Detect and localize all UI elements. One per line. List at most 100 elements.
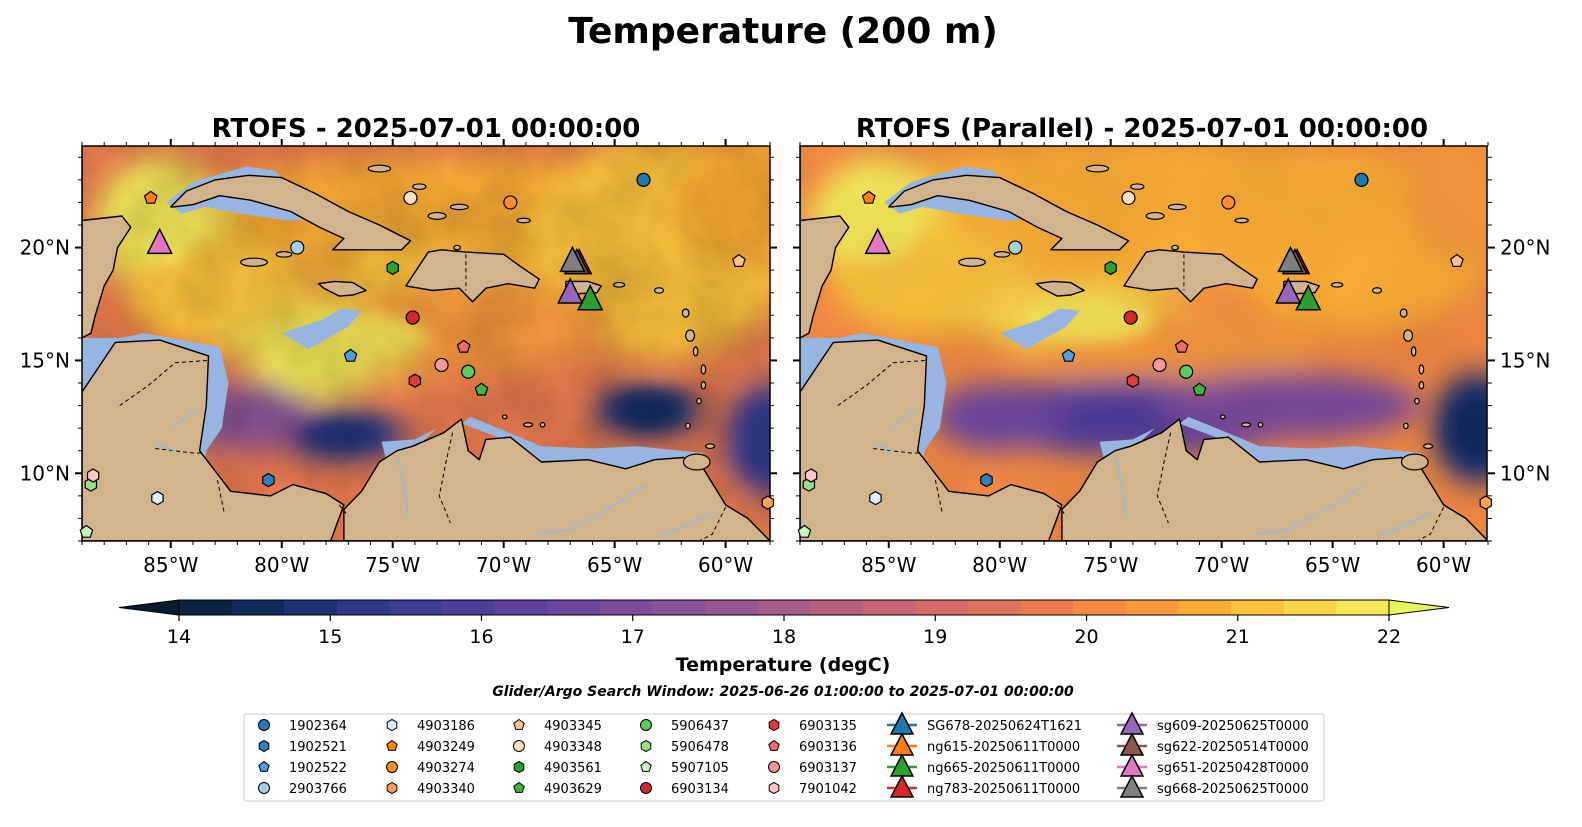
colorbar-segment — [862, 600, 917, 615]
legend: 1902364 1902521 1902522 2903766 4903186 49032… — [243, 711, 1325, 802]
lon-tick-label: 75°W — [1083, 553, 1138, 577]
legend-label: 4903345 — [544, 719, 602, 734]
legend-label: 6903136 — [799, 740, 857, 755]
colorbar-tick-label: 16 — [469, 626, 493, 648]
colorbar-tick-label: 14 — [167, 626, 191, 648]
legend-marker-4903186 — [386, 718, 398, 732]
colorbar-segment — [547, 600, 601, 615]
legend-label: 1902522 — [289, 761, 347, 776]
lon-tick-label: 65°W — [587, 553, 642, 577]
platform-marker-5906437 — [461, 364, 476, 379]
legend-marker-1902364 — [258, 719, 270, 731]
colorbar-tick-label: 20 — [1074, 626, 1098, 648]
platform-marker-4903629 — [1192, 382, 1207, 396]
colorbar-segment — [1073, 600, 1127, 615]
legend-label: 1902521 — [289, 740, 347, 755]
colorbar-segment — [336, 600, 391, 615]
platform-marker-4903249 — [861, 190, 876, 204]
platform-marker-4903348 — [1121, 190, 1136, 206]
platform-marker-1902364 — [1354, 172, 1369, 187]
axis-ticks: 85°W 80°W 75°W 70°W 65°W 60°W 20°N 15°N 10°N — [793, 139, 1550, 577]
platform-marker-6903135 — [408, 373, 422, 388]
platform-marker-1902522 — [1061, 348, 1076, 362]
legend-marker-2903766 — [258, 782, 270, 794]
platform-marker-4903561 — [1104, 260, 1117, 276]
platform-markers — [79, 172, 775, 538]
suptitle: Temperature (200 m) — [568, 11, 998, 52]
platform-marker-4903345 — [1449, 253, 1464, 267]
lat-tick-label: 10°N — [20, 461, 70, 485]
colorbar-segment — [1283, 600, 1337, 615]
legend-glider-ng783-20250611T0000 — [889, 774, 915, 798]
colorbar-segment — [705, 600, 759, 615]
colorbar-tick-label: 19 — [923, 626, 947, 648]
colorbar-segment — [599, 600, 654, 615]
legend-label: SG678-20250624T1621 — [927, 719, 1082, 734]
lon-tick-label: 60°W — [1416, 553, 1471, 577]
colorbar-segment — [284, 600, 338, 615]
glider-marker-ng665-20250611T0000 — [1295, 284, 1322, 311]
land-layer — [82, 146, 770, 541]
colorbar-segment — [757, 600, 811, 615]
legend-marker-1902522 — [258, 760, 270, 772]
legend-label: ng665-20250611T0000 — [927, 761, 1080, 776]
platform-marker-5907105 — [797, 524, 812, 538]
legend-label: sg622-20250514T0000 — [1157, 740, 1309, 755]
map-frame — [81, 145, 771, 542]
legend-frame — [243, 713, 1325, 802]
platform-marker-1902522 — [343, 348, 358, 362]
platform-marker-6903137 — [1152, 357, 1167, 373]
lon-tick-label: 85°W — [143, 553, 198, 577]
lon-tick-label: 70°W — [1194, 553, 1249, 577]
legend-marker-6903134 — [640, 782, 652, 794]
colorbar-tick-label: 22 — [1377, 626, 1401, 648]
lon-tick-label: 80°W — [254, 553, 309, 577]
platform-marker-4903629 — [474, 382, 489, 396]
legend-label: 4903274 — [417, 761, 475, 776]
legend-label: 7901042 — [799, 782, 857, 797]
platform-marker-5907105 — [79, 524, 94, 538]
platform-marker-7901042 — [804, 468, 818, 483]
platform-marker-5906437 — [1179, 364, 1194, 379]
colorbar-segment — [231, 600, 285, 615]
colorbar-segment — [389, 600, 443, 615]
legend-marker-4903249 — [386, 739, 398, 751]
legend-marker-4903561 — [513, 760, 525, 774]
colorbar-segment — [1178, 600, 1232, 615]
lon-tick-label: 60°W — [698, 553, 753, 577]
colorbar-segment — [1020, 600, 1074, 615]
legend-label: 6903134 — [671, 782, 729, 797]
legend-marker-6903136 — [768, 739, 780, 751]
colorbar-tick-label: 21 — [1226, 626, 1250, 648]
legend-marker-6903137 — [768, 761, 780, 773]
glider-marker-sg651-20250428T0000 — [146, 227, 173, 255]
legend-label: ng615-20250611T0000 — [927, 740, 1080, 755]
legend-marker-4903629 — [513, 781, 525, 793]
legend-glider-sg668-20250625T0000 — [1119, 774, 1145, 798]
platform-marker-6903136 — [456, 339, 471, 353]
platform-marker-4903186 — [869, 490, 882, 506]
colorbar: 14 15 16 17 18 19 20 21 22 — [118, 599, 1450, 648]
colorbar-tick-label: 18 — [772, 626, 796, 648]
platform-marker-6903135 — [1126, 373, 1140, 388]
legend-marker-4903274 — [386, 761, 398, 773]
colorbar-segment — [968, 600, 1022, 615]
lat-tick-label: 20°N — [20, 236, 70, 260]
legend-label: 6903135 — [799, 719, 857, 734]
axis-ticks: 85°W 80°W 75°W 70°W 65°W 60°W 20°N 15°N 10°N — [20, 139, 777, 577]
platform-marker-4903345 — [731, 253, 746, 267]
panel-title: RTOFS (Parallel) - 2025-07-01 00:00:00 — [856, 114, 1428, 144]
platform-marker-4903340 — [1479, 495, 1493, 510]
platform-marker-2903766 — [1008, 240, 1023, 255]
lat-tick-label: 15°N — [20, 348, 70, 372]
lat-tick-label: 10°N — [1500, 461, 1550, 485]
glider-marker-ng665-20250611T0000 — [577, 284, 604, 311]
colorbar-extend-min — [118, 599, 180, 616]
platform-marker-4903348 — [403, 190, 418, 206]
legend-label: ng783-20250611T0000 — [927, 782, 1080, 797]
colorbar-segment — [1336, 600, 1390, 615]
legend-label: 6903137 — [799, 761, 857, 776]
legend-marker-4903340 — [386, 781, 398, 795]
colorbar-tick-label: 17 — [621, 626, 645, 648]
